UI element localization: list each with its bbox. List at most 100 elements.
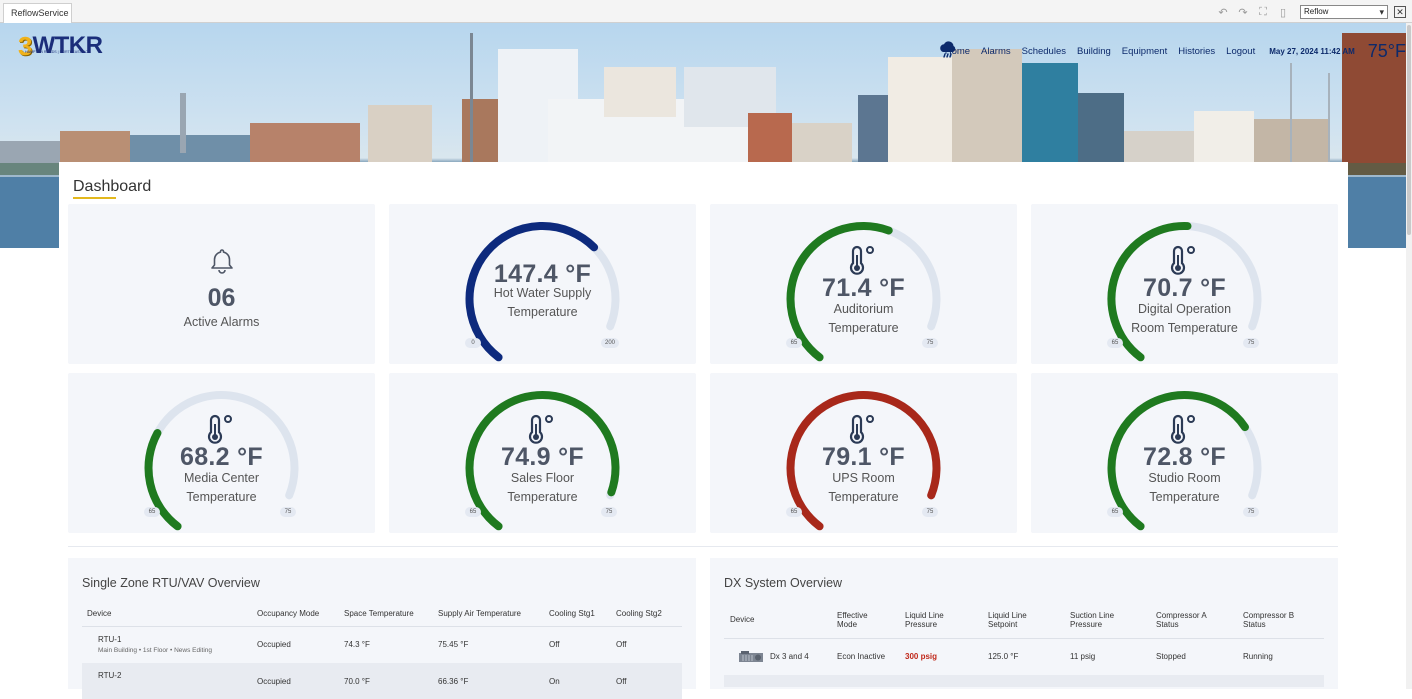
undo-icon[interactable]: ↶ bbox=[1218, 6, 1228, 19]
table-row[interactable]: Dx 3 and 4 Econ Inactive 300 psig 125.0 … bbox=[724, 638, 1324, 675]
liquid-pressure-cell: 300 psig bbox=[905, 638, 988, 675]
title-underline bbox=[73, 197, 116, 199]
column-header[interactable]: Liquid Line Pressure bbox=[905, 610, 944, 629]
active-alarm-label: Active Alarms bbox=[183, 315, 260, 329]
column-header[interactable]: Cooling Stg2 bbox=[616, 609, 662, 619]
gauge-max-label: 75 bbox=[922, 507, 938, 517]
gauge-min-label: 65 bbox=[786, 507, 802, 517]
compressor-a-cell: Stopped bbox=[1156, 638, 1243, 675]
logo-subtitle: HAMPTON ROADS | NORTHEAST NC bbox=[25, 50, 88, 54]
scrollbar-thumb[interactable] bbox=[1407, 25, 1411, 235]
cooling-stg2-cell: Off bbox=[616, 626, 682, 663]
nav-building[interactable]: Building bbox=[1076, 46, 1111, 57]
cooling-stg1-cell: Off bbox=[549, 626, 616, 663]
device-cell: Dx 3 and 4 bbox=[724, 638, 837, 675]
table-row[interactable]: RTU-2 Occupied 70.0 °F 66.36 °F On Off bbox=[82, 663, 682, 699]
gauge-arc bbox=[786, 391, 941, 531]
nav-equipment[interactable]: Equipment bbox=[1121, 46, 1168, 57]
station-logo[interactable]: 3 WTKR bbox=[18, 31, 103, 61]
column-header[interactable]: Cooling Stg1 bbox=[549, 609, 595, 619]
gauge-arc bbox=[465, 391, 620, 531]
gauge-card-ups-room[interactable]: 79.1 °F UPS Room Temperature 65 75 bbox=[710, 373, 1017, 533]
gauge-card-sales-floor[interactable]: 74.9 °F Sales Floor Temperature 65 75 bbox=[389, 373, 696, 533]
logo-number: 3 bbox=[18, 31, 33, 61]
nav-schedules[interactable]: Schedules bbox=[1021, 46, 1066, 57]
rtu-overview-card: Single Zone RTU/VAV Overview Device Occu… bbox=[68, 558, 696, 699]
window-toolbar: ↶ ↷ ⛶ ▯ Reflow ✕ bbox=[1216, 5, 1406, 19]
gauge-label: Hot Water Supply Temperature bbox=[493, 286, 592, 319]
table-header-row: Device Effective Mode Liquid Line Pressure… bbox=[724, 602, 1324, 638]
bell-icon bbox=[211, 249, 233, 274]
mode-cell: Econ Inactive bbox=[837, 638, 905, 675]
vertical-scrollbar[interactable] bbox=[1406, 23, 1412, 689]
thermometer-icon bbox=[1170, 414, 1195, 444]
column-header[interactable]: Device bbox=[730, 615, 755, 625]
gauge-fill bbox=[1107, 391, 1249, 531]
nav-home[interactable]: Home bbox=[944, 46, 971, 57]
gauge-label: Sales Floor Temperature bbox=[507, 471, 578, 504]
close-icon[interactable]: ✕ bbox=[1394, 6, 1406, 18]
device-name: RTU-2 bbox=[82, 663, 257, 699]
gauge-fill bbox=[465, 222, 599, 362]
section-divider bbox=[68, 546, 1338, 547]
gauge-label: UPS Room Temperature bbox=[828, 471, 899, 504]
alarms-card[interactable]: 06 Active Alarms bbox=[68, 204, 375, 364]
view-select[interactable]: Reflow bbox=[1300, 5, 1388, 19]
logo-text: WTKR bbox=[32, 32, 103, 59]
gauge-card-hot-water-supply[interactable]: 147.4 °F Hot Water Supply Temperature 0 200 bbox=[389, 204, 696, 364]
nav-alarms[interactable]: Alarms bbox=[981, 46, 1011, 57]
device-name: Dx 3 and 4 bbox=[770, 651, 809, 661]
column-header[interactable]: Compressor A Status bbox=[1156, 610, 1207, 629]
gauge-max-label: 200 bbox=[601, 338, 620, 348]
gauge-min-label: 65 bbox=[786, 338, 802, 348]
gauge-min-label: 65 bbox=[1107, 338, 1123, 348]
gauge-card-media-center[interactable]: 68.2 °F Media Center Temperature 65 75 bbox=[68, 373, 375, 533]
gauge-fill bbox=[465, 391, 620, 531]
column-header[interactable]: Device bbox=[87, 609, 112, 619]
gauge-card-digital-operation-room[interactable]: 70.7 °F Digital Operation Room Temperature… bbox=[1031, 204, 1338, 364]
nav-logout[interactable]: Logout bbox=[1226, 46, 1256, 57]
suction-pressure-cell: 11 psig bbox=[1070, 638, 1156, 675]
gauge-arc bbox=[1107, 222, 1262, 362]
gauge-value: 70.7 °F bbox=[1143, 274, 1226, 302]
main-nav: Home Alarms Schedules Building Equipment… bbox=[934, 41, 1406, 62]
gauge-label: Digital Operation Room Temperature bbox=[1131, 302, 1238, 335]
occupancy-cell: Occupied bbox=[257, 663, 344, 699]
gauge-value: 72.8 °F bbox=[1143, 443, 1226, 471]
rtu-overview-title: Single Zone RTU/VAV Overview bbox=[82, 576, 260, 590]
thermometer-icon bbox=[1170, 245, 1195, 275]
dx-overview-card: DX System Overview Device Effective Mode … bbox=[710, 558, 1338, 689]
fullscreen-icon[interactable]: ⛶ bbox=[1259, 5, 1267, 18]
redo-icon[interactable]: ↷ bbox=[1238, 6, 1248, 19]
column-header[interactable]: Compressor B Status bbox=[1243, 610, 1295, 629]
table-row[interactable] bbox=[724, 675, 1324, 687]
gauge-value: 74.9 °F bbox=[501, 443, 584, 471]
cooling-stg2-cell: Off bbox=[616, 663, 682, 699]
gauge-min-label: 65 bbox=[144, 507, 160, 517]
column-header[interactable]: Suction Line Pressure bbox=[1070, 610, 1115, 629]
table-row[interactable]: RTU-1 Main Building • 1st Floor • News E… bbox=[82, 626, 682, 663]
header-datetime: May 27, 2024 11:42 AM bbox=[1269, 47, 1355, 56]
dx-overview-title: DX System Overview bbox=[724, 576, 843, 590]
device-location: Main Building • 1st Floor • News Editing bbox=[98, 647, 213, 655]
space-temp-cell: 70.0 °F bbox=[344, 663, 438, 699]
gauge-max-label: 75 bbox=[1243, 507, 1259, 517]
gauge-label: Media Center Temperature bbox=[183, 471, 260, 504]
column-header[interactable]: Effective Mode bbox=[837, 610, 868, 629]
column-header[interactable]: Liquid Line Setpoint bbox=[988, 610, 1027, 629]
window-titlebar: ReflowService ↶ ↷ ⛶ ▯ Reflow ✕ bbox=[0, 0, 1412, 23]
rtu-overview-table: Device Occupancy Mode Space Temperature … bbox=[82, 602, 682, 699]
page-icon[interactable]: ▯ bbox=[1279, 6, 1287, 19]
gauge-card-studio-room[interactable]: 72.8 °F Studio Room Temperature 65 75 bbox=[1031, 373, 1338, 533]
gauge-card-auditorium[interactable]: 71.4 °F Auditorium Temperature 65 75 bbox=[710, 204, 1017, 364]
column-header[interactable]: Occupancy Mode bbox=[257, 609, 320, 619]
column-header[interactable]: Supply Air Temperature bbox=[438, 609, 522, 619]
column-header[interactable]: Space Temperature bbox=[344, 609, 414, 619]
thermometer-icon bbox=[849, 245, 874, 275]
gauge-fill bbox=[786, 222, 893, 362]
gauge-fill bbox=[786, 391, 941, 531]
nav-histories[interactable]: Histories bbox=[1178, 46, 1216, 57]
window-tab[interactable]: ReflowService bbox=[3, 3, 72, 23]
gauge-label: Studio Room Temperature bbox=[1148, 471, 1221, 504]
gauge-arc bbox=[465, 222, 620, 362]
